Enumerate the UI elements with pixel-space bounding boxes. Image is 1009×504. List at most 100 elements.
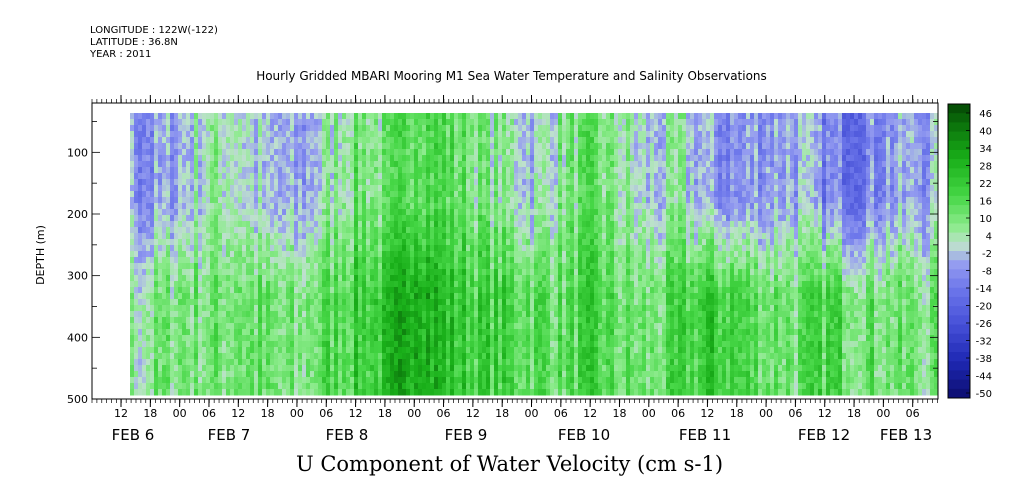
heatmap-cell <box>286 335 291 342</box>
heatmap-cell <box>274 365 279 372</box>
heatmap-cell <box>374 239 379 246</box>
heatmap-cell <box>134 191 139 198</box>
heatmap-cell <box>334 311 339 318</box>
heatmap-cell <box>302 275 307 282</box>
heatmap-cell <box>374 383 379 390</box>
heatmap-cell <box>226 227 231 234</box>
heatmap-cell <box>498 221 503 228</box>
heatmap-cell <box>466 299 471 306</box>
heatmap-cell <box>350 293 355 300</box>
heatmap-cell <box>486 155 491 162</box>
heatmap-cell <box>330 143 335 150</box>
heatmap-cell <box>130 359 135 366</box>
heatmap-cell <box>150 197 155 204</box>
heatmap-cell <box>182 263 187 270</box>
heatmap-cell <box>462 125 467 132</box>
heatmap-cell <box>214 305 219 312</box>
heatmap-cell <box>426 131 431 138</box>
heatmap-cell <box>278 305 283 312</box>
heatmap-cell <box>142 317 147 324</box>
heatmap-cell <box>434 203 439 210</box>
heatmap-cell <box>414 179 419 186</box>
heatmap-cell <box>314 263 319 270</box>
heatmap-cell <box>390 281 395 288</box>
heatmap-cell <box>382 167 387 174</box>
heatmap-cell <box>302 377 307 384</box>
heatmap-cell <box>218 227 223 234</box>
heatmap-cell <box>446 161 451 168</box>
heatmap-cell <box>238 335 243 342</box>
heatmap-cell <box>342 197 347 204</box>
heatmap-cell <box>138 269 143 276</box>
heatmap-cell <box>314 389 319 396</box>
heatmap-cell <box>214 269 219 276</box>
heatmap-cell <box>494 221 499 228</box>
heatmap-cell <box>390 179 395 186</box>
heatmap-cell <box>326 185 331 192</box>
heatmap-cell <box>306 161 311 168</box>
heatmap-cell <box>150 359 155 366</box>
heatmap-cell <box>318 197 323 204</box>
heatmap-cell <box>430 161 435 168</box>
heatmap-cell <box>170 257 175 264</box>
heatmap-cell <box>426 377 431 384</box>
heatmap-cell <box>498 299 503 306</box>
heatmap-cell <box>482 149 487 156</box>
heatmap-cell <box>398 353 403 360</box>
heatmap-cell <box>402 179 407 186</box>
heatmap-cell <box>130 275 135 282</box>
heatmap-cell <box>446 215 451 222</box>
heatmap-cell <box>214 185 219 192</box>
heatmap-cell <box>138 257 143 264</box>
heatmap-cell <box>422 353 427 360</box>
heatmap-cell <box>270 281 275 288</box>
heatmap-cell <box>458 311 463 318</box>
heatmap-cell <box>278 137 283 144</box>
heatmap-cell <box>454 377 459 384</box>
heatmap-cell <box>354 329 359 336</box>
heatmap-cell <box>394 323 399 330</box>
heatmap-cell <box>142 353 147 360</box>
heatmap-cell <box>370 215 375 222</box>
heatmap-cell <box>274 281 279 288</box>
heatmap-cell <box>398 245 403 252</box>
heatmap-cell <box>346 125 351 132</box>
heatmap-cell <box>226 239 231 246</box>
heatmap-cell <box>290 353 295 360</box>
heatmap-cell <box>202 269 207 276</box>
heatmap-cell <box>206 347 211 354</box>
heatmap-cell <box>350 335 355 342</box>
heatmap-cell <box>418 377 423 384</box>
heatmap-cell <box>310 167 315 174</box>
heatmap-cell <box>134 119 139 126</box>
heatmap-cell <box>406 317 411 324</box>
heatmap-cell <box>534 137 539 144</box>
heatmap-cell <box>414 317 419 324</box>
heatmap-cell <box>486 323 491 330</box>
heatmap-cell <box>478 215 483 222</box>
heatmap-cell <box>318 365 323 372</box>
heatmap-cell <box>374 335 379 342</box>
heatmap-cell <box>282 167 287 174</box>
heatmap-cell <box>178 251 183 258</box>
heatmap-cell <box>390 383 395 390</box>
heatmap-cell <box>398 149 403 156</box>
heatmap-cell <box>442 239 447 246</box>
heatmap-cell <box>138 203 143 210</box>
heatmap-cell <box>446 239 451 246</box>
heatmap-cell <box>510 203 515 210</box>
heatmap-cell <box>442 341 447 348</box>
heatmap-cell <box>358 311 363 318</box>
heatmap-cell <box>322 239 327 246</box>
heatmap-cell <box>514 383 519 390</box>
heatmap-cell <box>318 335 323 342</box>
heatmap-cell <box>478 359 483 366</box>
heatmap-cell <box>462 359 467 366</box>
heatmap-cell <box>534 155 539 162</box>
heatmap-cell <box>494 143 499 150</box>
heatmap-cell <box>190 215 195 222</box>
heatmap-cell <box>510 281 515 288</box>
heatmap-cell <box>482 179 487 186</box>
heatmap-cell <box>538 149 543 156</box>
heatmap-cell <box>450 389 455 396</box>
